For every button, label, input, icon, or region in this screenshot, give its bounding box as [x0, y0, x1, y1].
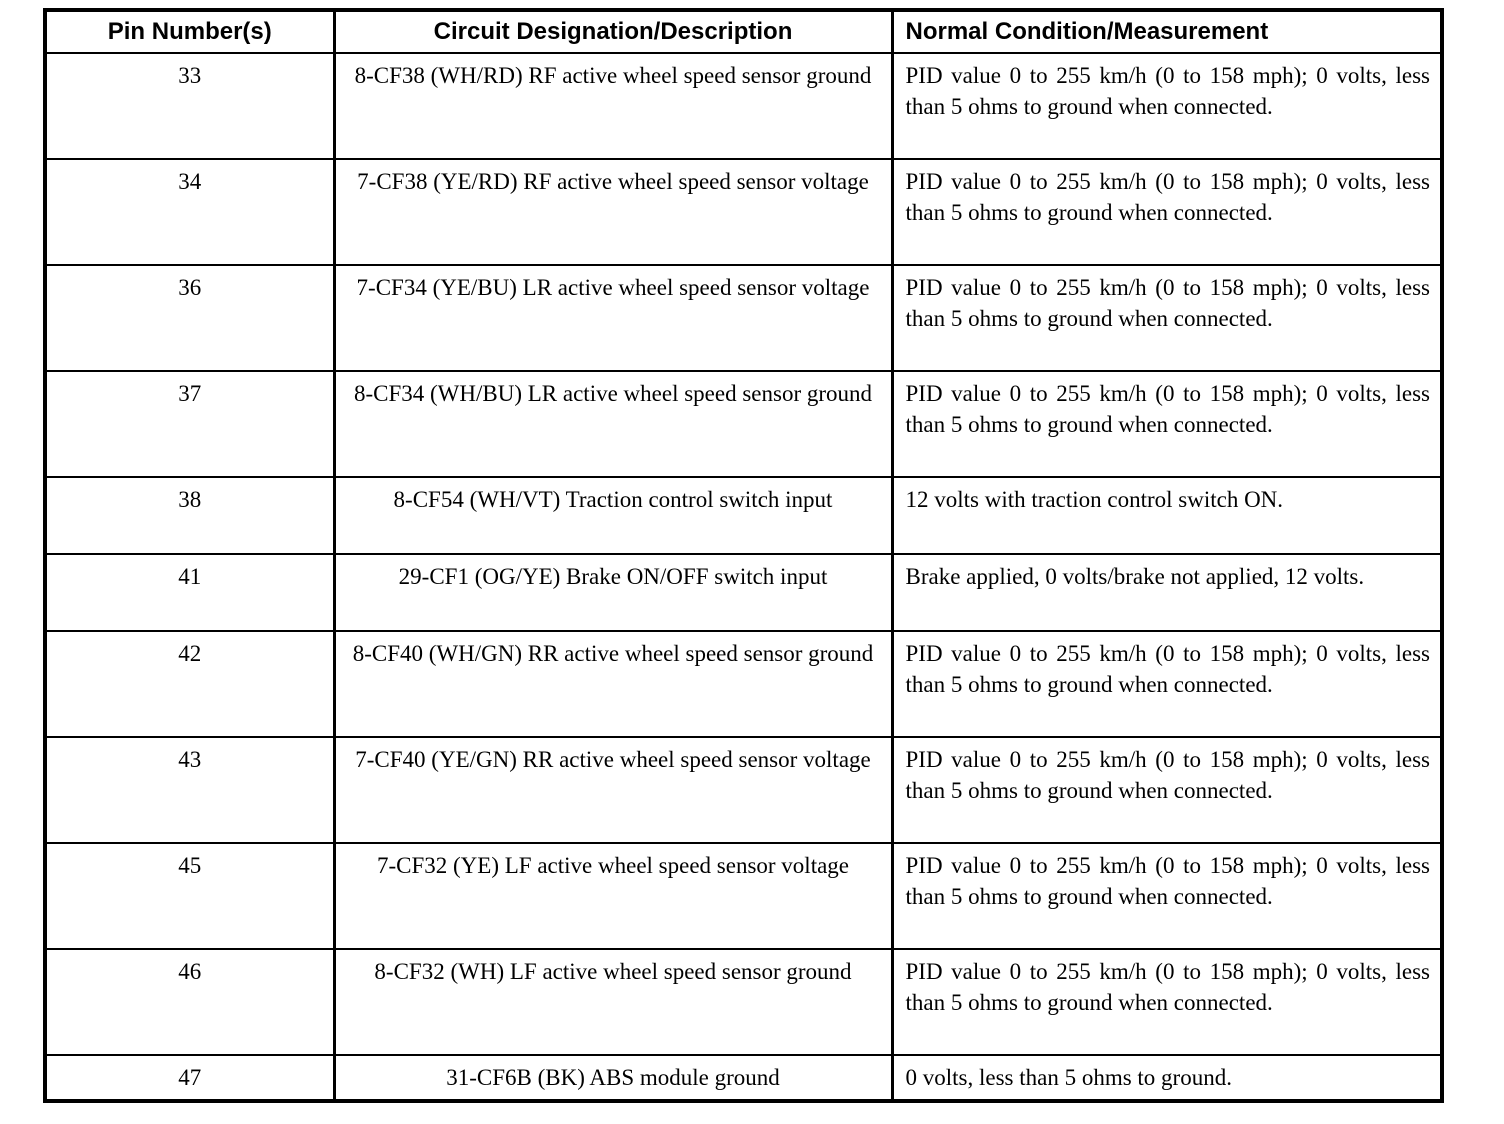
- pin-number-cell: 45: [43, 842, 336, 950]
- header-row: Pin Number(s) Circuit Designation/Descri…: [43, 9, 1444, 54]
- normal-condition-cell: PID value 0 to 255 km/h (0 to 158 mph); …: [890, 736, 1444, 844]
- pin-number-cell: 36: [43, 264, 336, 372]
- circuit-description-cell: 29-CF1 (OG/YE) Brake ON/OFF switch input: [332, 553, 894, 632]
- circuit-description-cell: 8-CF40 (WH/GN) RR active wheel speed sen…: [332, 630, 894, 738]
- pin-number-cell: 34: [43, 158, 336, 266]
- pin-connector-table: Pin Number(s) Circuit Designation/Descri…: [43, 8, 1444, 1103]
- table-row: 37 8-CF34 (WH/BU) LR active wheel speed s…: [43, 370, 1444, 478]
- circuit-description-cell: 7-CF32 (YE) LF active wheel speed sensor…: [332, 842, 894, 950]
- column-header-normal-condition: Normal Condition/Measurement: [890, 9, 1444, 54]
- table-row: 42 8-CF40 (WH/GN) RR active wheel speed s…: [43, 630, 1444, 738]
- table-row: 34 7-CF38 (YE/RD) RF active wheel speed s…: [43, 158, 1444, 266]
- pin-number-cell: 33: [43, 52, 336, 160]
- circuit-description-cell: 31-CF6B (BK) ABS module ground: [332, 1054, 894, 1102]
- normal-condition-cell: PID value 0 to 255 km/h (0 to 158 mph); …: [890, 630, 1444, 738]
- circuit-description-cell: 7-CF38 (YE/RD) RF active wheel speed sen…: [332, 158, 894, 266]
- column-header-pin-numbers: Pin Number(s): [43, 9, 336, 54]
- table-row: 45 7-CF32 (YE) LF active wheel speed sens…: [43, 842, 1444, 950]
- pin-number-cell: 42: [43, 630, 336, 738]
- pin-number-cell: 38: [43, 476, 336, 555]
- normal-condition-cell: PID value 0 to 255 km/h (0 to 158 mph); …: [890, 948, 1444, 1056]
- pin-number-cell: 43: [43, 736, 336, 844]
- circuit-description-cell: 7-CF40 (YE/GN) RR active wheel speed sen…: [332, 736, 894, 844]
- table-row: 38 8-CF54 (WH/VT) Traction control switch…: [43, 476, 1444, 555]
- pin-number-cell: 46: [43, 948, 336, 1056]
- table-row: 46 8-CF32 (WH) LF active wheel speed sens…: [43, 948, 1444, 1056]
- normal-condition-cell: 12 volts with traction control switch ON…: [890, 476, 1444, 555]
- table-row: 36 7-CF34 (YE/BU) LR active wheel speed s…: [43, 264, 1444, 372]
- normal-condition-cell: Brake applied, 0 volts/brake not applied…: [890, 553, 1444, 632]
- circuit-description-cell: 8-CF34 (WH/BU) LR active wheel speed sen…: [332, 370, 894, 478]
- table-row: 43 7-CF40 (YE/GN) RR active wheel speed s…: [43, 736, 1444, 844]
- pin-table-body: 33 8-CF38 (WH/RD) RF active wheel speed s…: [43, 52, 1444, 1102]
- column-header-circuit-designation: Circuit Designation/Description: [332, 9, 894, 54]
- pin-table-header: Pin Number(s) Circuit Designation/Descri…: [43, 9, 1444, 54]
- table-row: 33 8-CF38 (WH/RD) RF active wheel speed s…: [43, 52, 1444, 160]
- pin-number-cell: 37: [43, 370, 336, 478]
- table-row: 41 29-CF1 (OG/YE) Brake ON/OFF switch inp…: [43, 553, 1444, 632]
- table-row: 47 31-CF6B (BK) ABS module ground 0 volts,…: [43, 1054, 1444, 1102]
- normal-condition-cell: PID value 0 to 255 km/h (0 to 158 mph); …: [890, 370, 1444, 478]
- circuit-description-cell: 7-CF34 (YE/BU) LR active wheel speed sen…: [332, 264, 894, 372]
- circuit-description-cell: 8-CF54 (WH/VT) Traction control switch i…: [332, 476, 894, 555]
- circuit-description-cell: 8-CF32 (WH) LF active wheel speed sensor…: [332, 948, 894, 1056]
- pin-number-cell: 41: [43, 553, 336, 632]
- normal-condition-cell: PID value 0 to 255 km/h (0 to 158 mph); …: [890, 264, 1444, 372]
- normal-condition-cell: PID value 0 to 255 km/h (0 to 158 mph); …: [890, 158, 1444, 266]
- pin-number-cell: 47: [43, 1054, 336, 1102]
- circuit-description-cell: 8-CF38 (WH/RD) RF active wheel speed sen…: [332, 52, 894, 160]
- normal-condition-cell: PID value 0 to 255 km/h (0 to 158 mph); …: [890, 842, 1444, 950]
- normal-condition-cell: PID value 0 to 255 km/h (0 to 158 mph); …: [890, 52, 1444, 160]
- normal-condition-cell: 0 volts, less than 5 ohms to ground.: [890, 1054, 1444, 1102]
